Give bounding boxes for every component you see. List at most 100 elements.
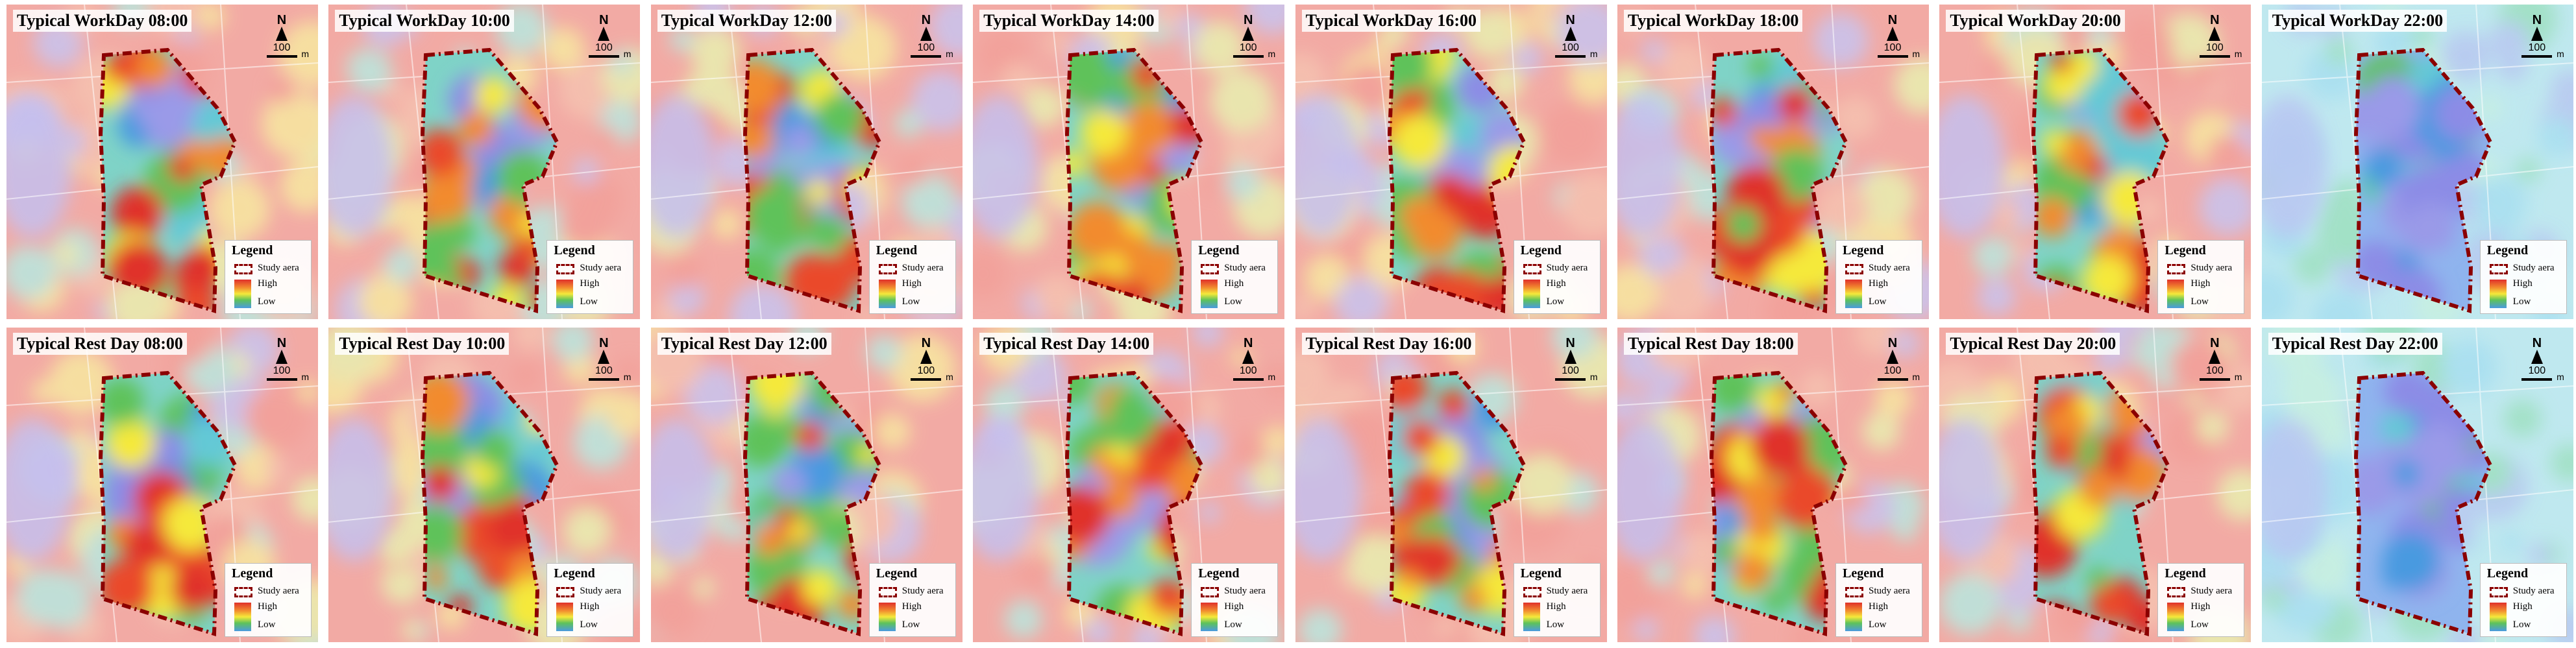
legend-high-label: High (902, 601, 922, 612)
legend-low-label: Low (1224, 619, 1242, 630)
legend-high-label: High (1546, 278, 1566, 289)
arrow-icon (276, 350, 288, 364)
legend-low-label: Low (580, 619, 598, 630)
color-ramp (556, 603, 574, 631)
legend-high-label: High (1224, 278, 1244, 289)
legend-title: Legend (2165, 243, 2206, 258)
color-ramp (1845, 280, 1862, 308)
panel-title: Typical WorkDay 16:00 (1301, 10, 1480, 32)
scale-unit: m (623, 49, 632, 59)
study-area-swatch (556, 264, 575, 274)
legend: Legend Study aera High Low (546, 563, 634, 637)
legend: Legend Study aera High Low (1835, 240, 1922, 314)
legend-study-label: Study aera (2190, 263, 2233, 273)
arrow-icon (2209, 350, 2221, 364)
north-arrow-icon: N 100 m (1229, 14, 1275, 59)
scale-unit: m (1589, 372, 1598, 382)
scale-value: 100 (1239, 365, 1257, 376)
color-ramp (2167, 280, 2185, 308)
heatmap-panel: Typical Rest Day 14:00 N 100 m Legend Study a… (973, 328, 1285, 642)
north-arrow-icon: N 100 m (1873, 336, 1920, 382)
north-label: N (1887, 336, 1898, 350)
legend-title: Legend (1843, 243, 1884, 258)
legend-study-label: Study aera (1224, 586, 1266, 596)
scale-unit: m (946, 49, 953, 59)
study-area-swatch (1523, 587, 1541, 597)
legend-title: Legend (1843, 566, 1884, 581)
legend-study-label: Study aera (1546, 586, 1588, 596)
scale-value: 100 (917, 365, 935, 376)
legend-title: Legend (1198, 566, 1240, 581)
north-label: N (921, 336, 931, 350)
arrow-icon (1564, 350, 1576, 364)
north-arrow-icon: N 100 m (1873, 14, 1920, 59)
north-arrow-icon: N 100 m (2518, 337, 2564, 382)
study-area-boundary (98, 370, 238, 637)
scale-unit: m (623, 372, 632, 382)
scale-value: 100 (1562, 42, 1579, 53)
scale-value: 100 (1883, 365, 1902, 376)
legend: Legend Study aera High Low (2479, 240, 2567, 314)
north-label: N (921, 13, 931, 27)
legend-low-label: Low (1546, 619, 1565, 630)
study-area-swatch (2489, 587, 2508, 597)
color-ramp (234, 603, 251, 631)
legend-study-label: Study aera (1869, 263, 1910, 273)
legend-study-label: Study aera (580, 586, 622, 596)
legend-high-label: High (1546, 601, 1566, 612)
legend-study-label: Study aera (258, 263, 299, 273)
color-ramp (1201, 603, 1218, 631)
study-area-boundary (2353, 47, 2493, 314)
legend-high-label: High (2512, 278, 2533, 289)
scale-unit: m (2557, 372, 2564, 382)
study-area-boundary (1709, 47, 1848, 314)
study-area-boundary (742, 47, 882, 314)
north-label: N (276, 336, 287, 350)
heatmap-panel: Typical Rest Day 10:00 N 100 m Legend Study a… (328, 328, 641, 642)
legend-study-label: Study aera (258, 586, 299, 596)
legend-high-label: High (1869, 601, 1888, 612)
study-area-boundary (1065, 47, 1204, 314)
scale-value: 100 (595, 365, 613, 376)
study-area-swatch (878, 264, 897, 274)
scale-bar (2521, 55, 2553, 58)
study-area-swatch (1201, 587, 1220, 597)
panel-title: Typical WorkDay 08:00 (13, 10, 192, 32)
legend-low-label: Low (1869, 296, 1887, 307)
scale-bar (911, 55, 942, 58)
arrow-icon (2531, 350, 2543, 364)
legend-title: Legend (2486, 243, 2529, 258)
arrow-icon (920, 350, 932, 364)
legend-low-label: Low (258, 619, 276, 630)
north-arrow-icon: N 100 m (2518, 14, 2564, 59)
heatmap-panel: Typical WorkDay 16:00 N 100 m Legend Study ae… (1295, 5, 1607, 319)
arrow-icon (1242, 350, 1255, 364)
study-area-swatch (1845, 587, 1863, 597)
color-ramp (2489, 280, 2507, 308)
legend: Legend Study aera High Low (225, 240, 312, 314)
north-arrow-icon: N 100 m (907, 336, 953, 382)
north-label: N (599, 13, 609, 27)
color-ramp (556, 280, 574, 308)
study-area-swatch (1845, 264, 1863, 274)
legend-study-label: Study aera (1546, 263, 1588, 273)
scale-value: 100 (273, 42, 291, 53)
north-label: N (276, 13, 287, 27)
panel-title: Typical WorkDay 22:00 (2268, 10, 2447, 32)
scale-value: 100 (2528, 42, 2546, 53)
panel-title: Typical Rest Day 12:00 (657, 333, 831, 355)
north-label: N (2210, 13, 2220, 27)
legend: Legend Study aera High Low (1513, 563, 1601, 637)
study-area-swatch (2489, 264, 2508, 274)
color-ramp (1201, 280, 1218, 308)
legend-title: Legend (232, 566, 273, 581)
scale-bar (911, 378, 942, 381)
scale-bar (2521, 378, 2553, 381)
scale-unit: m (2557, 49, 2564, 59)
heatmap-panel: Typical WorkDay 18:00 N 100 m Legend Study ae… (1617, 5, 1929, 319)
scale-bar (2199, 378, 2230, 381)
north-label: N (1243, 336, 1253, 350)
scale-unit: m (1268, 372, 1276, 382)
scale-value: 100 (273, 365, 291, 376)
study-area-swatch (1201, 264, 1220, 274)
